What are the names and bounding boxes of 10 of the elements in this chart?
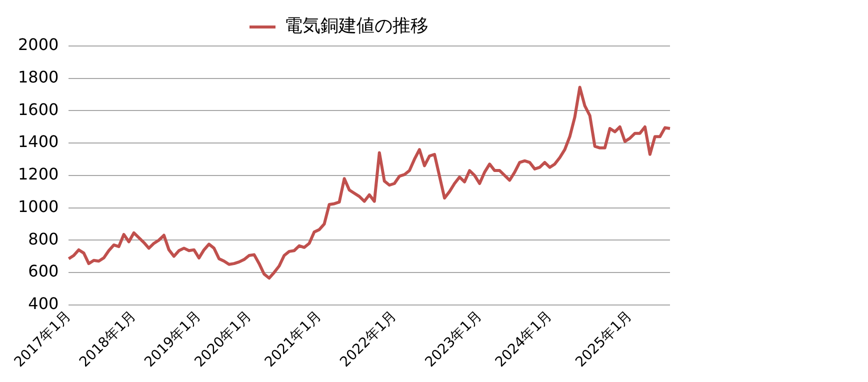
y-tick-label: 400 [28,294,59,313]
y-tick-label: 1200 [18,164,59,184]
y-tick-label: 1000 [18,196,59,216]
y-tick-label: 1800 [18,68,59,87]
y-tick-label: 800 [28,229,59,248]
legend-label: 電気銅建値の推移 [284,16,428,37]
y-tick-label: 1600 [18,100,59,119]
y-tick-label: 600 [28,262,59,281]
y-tick-label: 2000 [18,35,59,54]
y-tick-label: 1400 [18,132,59,152]
